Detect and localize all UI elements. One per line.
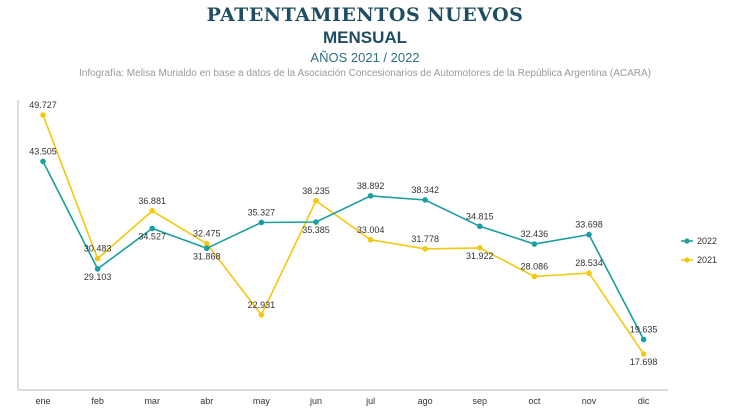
data-label-2021-sep: 31.922 [466, 251, 494, 261]
data-label-2021-feb: 30.483 [84, 244, 112, 254]
x-tick-ago: ago [418, 396, 433, 406]
x-tick-labels: ene feb mar abr may jun jul ago sep oct nov dic [35, 396, 649, 406]
data-labels: 43.505 29.103 34.527 31.868 35.327 35.385 38.8… [29, 100, 657, 367]
data-label-2021-oct: 28.086 [521, 261, 549, 271]
point-2022-nov [586, 231, 592, 238]
data-label-2021-ene: 49.727 [29, 100, 57, 110]
point-2021-abr [204, 240, 210, 247]
legend-marker-2022 [684, 238, 690, 244]
point-2022-jun [313, 219, 319, 225]
point-2021-nov [586, 270, 592, 276]
series-line-2021 [42, 114, 645, 355]
chart-source: Infografía: Melisa Murialdo en base a da… [79, 68, 651, 79]
point-2022-oct [531, 241, 538, 247]
x-tick-dic: dic [638, 396, 650, 406]
x-tick-oct: oct [528, 396, 541, 406]
legend: 2022 2021 [681, 236, 717, 265]
point-2021-jun [313, 197, 319, 204]
data-label-2022-oct: 32.436 [521, 229, 549, 239]
x-tick-may: may [253, 396, 271, 406]
point-2021-ago [422, 246, 429, 252]
point-2022-mar [149, 225, 155, 232]
point-2021-feb [94, 255, 101, 262]
series-lines [42, 114, 645, 355]
data-label-2021-may: 22.931 [248, 300, 276, 310]
x-tick-ene: ene [35, 396, 50, 406]
data-label-2022-ago: 38.342 [411, 185, 439, 195]
legend-label-2021: 2021 [697, 255, 717, 265]
data-label-2021-ago: 31.778 [411, 234, 439, 244]
data-label-2021-nov: 28.534 [575, 258, 603, 268]
x-tick-mar: mar [144, 396, 160, 406]
data-label-2022-sep: 34.815 [466, 211, 494, 221]
data-label-2021-mar: 36.881 [138, 196, 166, 206]
chart-subtitle: MENSUAL [322, 28, 408, 47]
legend-item-2021: 2021 [681, 255, 717, 265]
x-tick-sep: sep [473, 396, 488, 406]
x-tick-abr: abr [200, 396, 213, 406]
data-label-2022-feb: 29.103 [84, 272, 112, 282]
point-2021-dic [640, 351, 647, 357]
point-2021-ene [40, 112, 46, 118]
point-2022-feb [94, 266, 101, 272]
x-tick-nov: nov [582, 396, 597, 406]
series-points [40, 112, 647, 357]
data-label-2021-dic: 17.698 [630, 357, 658, 367]
data-label-2021-jun: 38.235 [302, 186, 330, 196]
legend-item-2022: 2022 [681, 236, 717, 246]
point-2021-sep [477, 245, 483, 251]
point-2022-sep [477, 223, 483, 230]
x-tick-feb: feb [91, 396, 104, 406]
data-label-2022-jun: 35.385 [302, 225, 330, 235]
chart-years: AÑOS 2021 / 2022 [310, 50, 420, 65]
legend-label-2022: 2022 [697, 236, 717, 246]
series-line-2022 [42, 161, 645, 340]
data-label-2022-may: 35.327 [248, 207, 276, 217]
legend-marker-2021 [684, 257, 690, 263]
data-label-2021-jul: 33.004 [357, 225, 385, 235]
data-label-2021-abr: 32.475 [193, 229, 221, 239]
point-2022-ago [422, 197, 429, 203]
point-2022-jul [367, 193, 374, 199]
data-label-2022-jul: 38.892 [357, 181, 385, 191]
data-label-2022-mar: 34.527 [138, 231, 166, 241]
chart-title: PATENTAMIENTOS NUEVOS [206, 4, 524, 26]
data-label-2022-nov: 33.698 [575, 220, 603, 230]
point-2021-oct [531, 273, 538, 280]
x-tick-jul: jul [365, 396, 375, 406]
point-2021-may [258, 312, 265, 318]
data-label-2022-ene: 43.505 [29, 146, 57, 156]
point-2022-dic [640, 336, 647, 343]
point-2021-jul [367, 236, 374, 243]
point-2021-mar [149, 208, 155, 214]
point-2022-ene [40, 158, 46, 165]
point-2022-abr [204, 245, 210, 252]
point-2022-may [258, 219, 265, 226]
data-label-2022-dic: 19.635 [630, 325, 658, 335]
data-label-2022-abr: 31.868 [193, 251, 221, 261]
x-tick-jun: jun [309, 396, 322, 406]
